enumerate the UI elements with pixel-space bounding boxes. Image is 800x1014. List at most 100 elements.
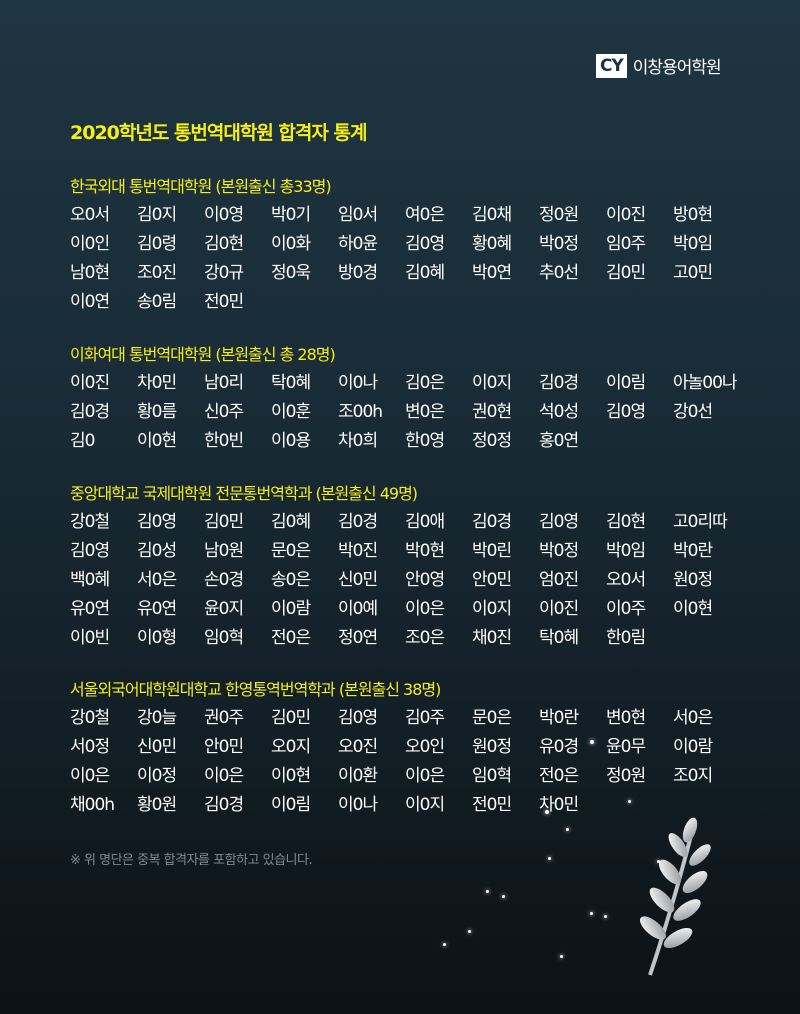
- name-entry: 김0경: [539, 373, 579, 393]
- name-entry: 김0민: [271, 708, 311, 728]
- name-entry: 신0민: [137, 737, 177, 757]
- name-entry: 박0란: [673, 541, 713, 561]
- name-entry: 김0민: [204, 512, 244, 532]
- name-entry: 이0은: [70, 766, 110, 786]
- name-entry: 이0정: [137, 766, 177, 786]
- name-entry: 박0정: [539, 234, 579, 254]
- section-chungang: 중앙대학교 국제대학원 전문통번역학과 (본원출신 49명) 강0철 김0영 김0민…: [70, 480, 740, 653]
- name-entry: 이0나: [338, 373, 378, 393]
- name-entry: 이0은: [405, 766, 445, 786]
- name-entry: 이0형: [137, 628, 177, 648]
- name-entry: 이0림: [606, 373, 646, 393]
- name-entry: 전0민: [472, 795, 512, 815]
- name-entry: 김0영: [405, 234, 445, 254]
- name-entry: 유0연: [70, 599, 110, 619]
- name-entry: 문0은: [472, 708, 512, 728]
- name-entry: 임0혁: [204, 628, 244, 648]
- name-entry: 박0현: [405, 541, 445, 561]
- name-entry: 김0령: [137, 234, 177, 254]
- name-entry: 김0채: [472, 205, 512, 225]
- name-entry: 이0훈: [271, 402, 311, 422]
- name-entry: 이0진: [539, 599, 579, 619]
- name-entry: 남0현: [70, 263, 110, 283]
- name-entry: 추0선: [539, 263, 579, 283]
- name-entry: 서0정: [70, 737, 110, 757]
- name-entry: 김0영: [70, 541, 110, 561]
- section-ewha: 이화여대 통번역대학원 (본원출신 총 28명) 이0진 차0민 남0리 탁0혜 이0나…: [70, 341, 740, 456]
- section-hufs: 한국외대 통번역대학원 (본원출신 총33명) 오0서 김0지 이0영 박0기 임0서 여…: [70, 173, 740, 317]
- name-entry: 황0름: [137, 402, 177, 422]
- name-entry: 임0서: [338, 205, 378, 225]
- name-entry: 오0지: [271, 737, 311, 757]
- sparkle-icon: [628, 800, 631, 803]
- name-entry: 오0서: [606, 570, 646, 590]
- name-entry: 조00h: [338, 402, 383, 422]
- name-entry: 석0성: [539, 402, 579, 422]
- name-entry: 김0경: [338, 512, 378, 532]
- name-entry: 손0경: [204, 570, 244, 590]
- name-grid: 강0철 김0영 김0민 김0혜 김0경 김0애 김0경 김0영 김0현 고0리따 김0영 김0성 남0원…: [70, 508, 740, 653]
- name-entry: 오0인: [405, 737, 445, 757]
- name-entry: 오0서: [70, 205, 110, 225]
- name-entry: 전0은: [539, 766, 579, 786]
- name-grid: 이0진 차0민 남0리 탁0혜 이0나 김0은 이0지 김0경 이0림 아놀00나 김0경 황0름 신0…: [70, 369, 740, 456]
- name-entry: 아놀00나: [673, 373, 738, 393]
- section-title: 한국외대 통번역대학원 (본원출신 총33명): [70, 177, 332, 196]
- section-title: 중앙대학교 국제대학원 전문통번역학과 (본원출신 49명): [70, 484, 418, 503]
- name-entry: 강0규: [204, 263, 244, 283]
- name-entry: 이0람: [673, 737, 713, 757]
- name-entry: 박0임: [606, 541, 646, 561]
- sparkle-icon: [590, 740, 594, 744]
- name-entry: 김0경: [70, 402, 110, 422]
- name-entry: 김0애: [405, 512, 445, 532]
- name-entry: 이0진: [606, 205, 646, 225]
- sparkle-icon: [657, 860, 660, 863]
- name-entry: 채0진: [472, 628, 512, 648]
- name-entry: 이0진: [70, 373, 110, 393]
- name-entry: 전0민: [204, 292, 244, 312]
- name-entry: 안0민: [472, 570, 512, 590]
- name-entry: 강0선: [673, 402, 713, 422]
- name-entry: 김0영: [539, 512, 579, 532]
- name-entry: 김0영: [338, 708, 378, 728]
- name-entry: 강0늘: [137, 708, 177, 728]
- name-entry: 문0은: [271, 541, 311, 561]
- footnote: ※ 위 명단은 중복 합격자를 포함하고 있습니다.: [70, 853, 313, 868]
- section-title: 이화여대 통번역대학원 (본원출신 총 28명): [70, 345, 336, 364]
- name-entry: 이0림: [271, 795, 311, 815]
- name-entry: 이0인: [70, 234, 110, 254]
- name-entry: 이0빈: [70, 628, 110, 648]
- name-entry: 강0철: [70, 708, 110, 728]
- name-entry: 임0혁: [472, 766, 512, 786]
- name-entry: 임0주: [606, 234, 646, 254]
- name-entry: 김0경: [472, 512, 512, 532]
- name-entry: 김0혜: [271, 512, 311, 532]
- name-entry: 이0현: [137, 431, 177, 451]
- name-entry: 백0혜: [70, 570, 110, 590]
- name-entry: 안0민: [204, 737, 244, 757]
- name-entry: 오0진: [338, 737, 378, 757]
- name-entry: 방0현: [673, 205, 713, 225]
- name-entry: 유0연: [137, 599, 177, 619]
- name-entry: 이0지: [405, 795, 445, 815]
- name-entry: 홍0연: [539, 431, 579, 451]
- name-grid: 강0철 강0늘 권0주 김0민 김0영 김0주 문0은 박0란 변0현 서0은 서0정 신0민 안0민 오…: [70, 704, 740, 820]
- name-entry: 김0민: [606, 263, 646, 283]
- name-entry: 전0은: [271, 628, 311, 648]
- name-entry: 차0민: [137, 373, 177, 393]
- name-entry: 한0영: [405, 431, 445, 451]
- name-entry: 유0경: [539, 737, 579, 757]
- name-entry: 원0정: [673, 570, 713, 590]
- sparkle-icon: [468, 930, 471, 933]
- name-entry: 이0화: [271, 234, 311, 254]
- name-grid: 오0서 김0지 이0영 박0기 임0서 여0은 김0채 정0원 이0진 방0현 이0인 김0령 김0현 이…: [70, 201, 740, 317]
- name-entry: 김0성: [137, 541, 177, 561]
- name-entry: 이0은: [405, 599, 445, 619]
- name-entry: 남0리: [204, 373, 244, 393]
- name-entry: 탁0혜: [539, 628, 579, 648]
- name-entry: 김0현: [204, 234, 244, 254]
- name-entry: 이0나: [338, 795, 378, 815]
- name-entry: 황0혜: [472, 234, 512, 254]
- name-entry: 조0은: [405, 628, 445, 648]
- name-entry: 정0연: [338, 628, 378, 648]
